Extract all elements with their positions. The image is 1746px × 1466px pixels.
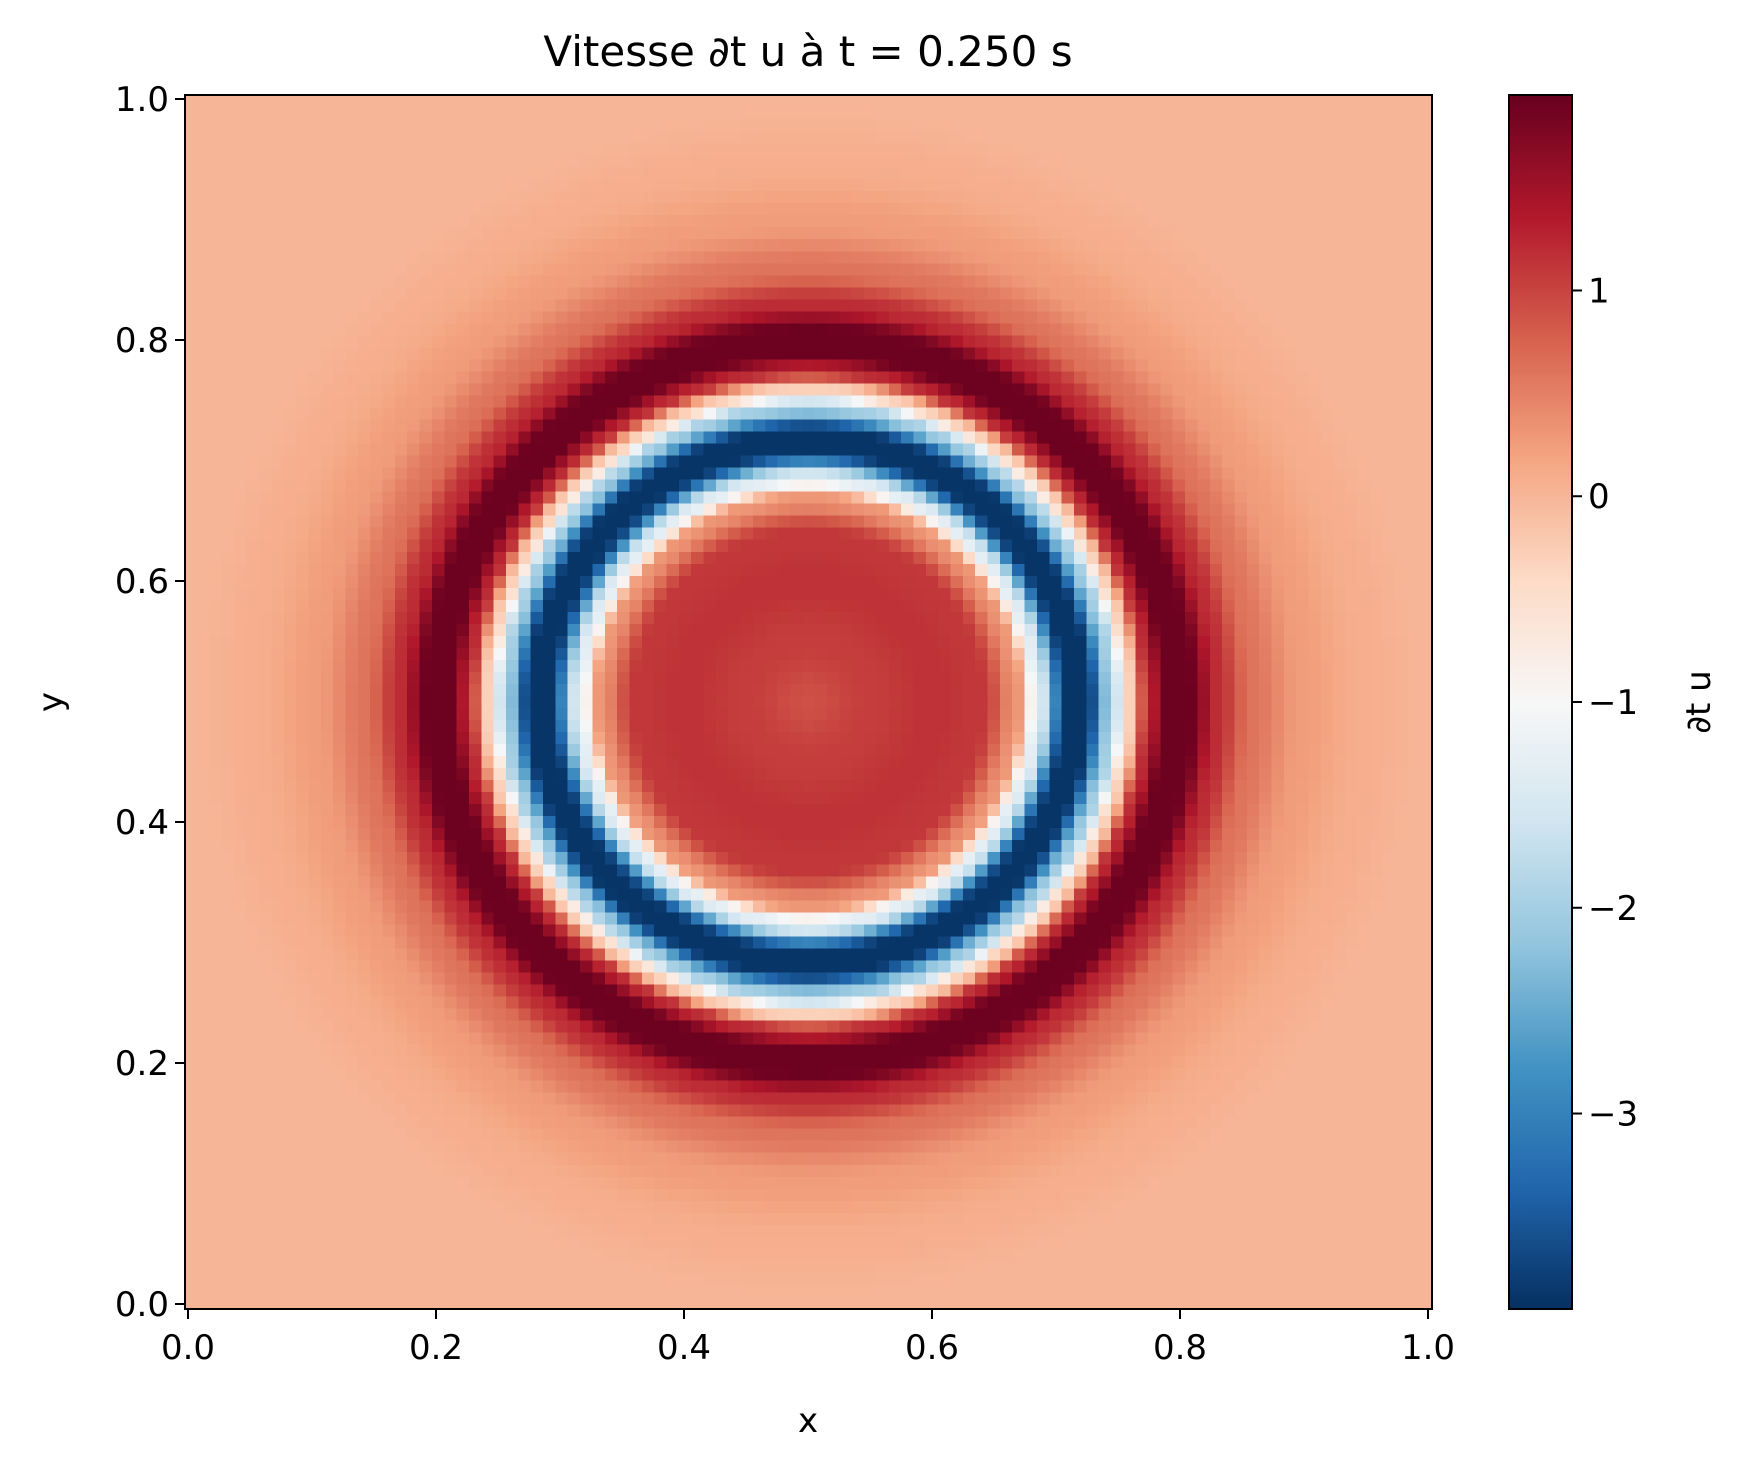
colorbar-label: ∂t u: [1679, 670, 1719, 733]
y-tick-label: 1.0: [115, 80, 169, 120]
heatmap: [185, 95, 1432, 1309]
colorbar-gradient: [1508, 94, 1573, 1310]
y-tick-label: 0.2: [115, 1044, 169, 1084]
x-axis-label: x: [798, 1401, 818, 1441]
y-tick-label: 0.8: [115, 321, 169, 361]
x-tick-label: 0.6: [905, 1328, 959, 1368]
heatmap-image: [185, 95, 1432, 1309]
x-axis-ticks: 0.0 0.2 0.4 0.6 0.8 1.0: [161, 1309, 1455, 1368]
colorbar-tick-label: 1: [1588, 271, 1610, 311]
colorbar-tick-label: −2: [1588, 889, 1638, 929]
y-axis-label: y: [31, 692, 71, 712]
colorbar-tick-label: 0: [1588, 477, 1610, 517]
plot-frame: [184, 94, 1433, 1310]
y-tick-label: 0.4: [115, 803, 169, 843]
colorbar-tick-label: −1: [1588, 683, 1638, 723]
y-axis-ticks: 0.0 0.2 0.4 0.6 0.8 1.0: [115, 80, 185, 1325]
x-tick-label: 0.2: [409, 1328, 463, 1368]
chart-title: Vitesse ∂t u à t = 0.250 s: [543, 27, 1072, 76]
colorbar-ticks: 1 0 −1 −2 −3: [1572, 271, 1638, 1135]
x-tick-label: 0.8: [1153, 1328, 1207, 1368]
y-tick-label: 0.0: [115, 1285, 169, 1325]
colorbar: 1 0 −1 −2 −3 ∂t u: [1508, 94, 1719, 1310]
colorbar-tick-label: −3: [1588, 1095, 1638, 1135]
x-tick-label: 0.0: [161, 1328, 215, 1368]
x-tick-label: 1.0: [1401, 1328, 1455, 1368]
x-tick-label: 0.4: [657, 1328, 711, 1368]
y-tick-label: 0.6: [115, 562, 169, 602]
plot-area: 0.0 0.2 0.4 0.6 0.8 1.0 0.0 0.2 0.4 0.6 0.8 1.0: [115, 80, 1455, 1368]
